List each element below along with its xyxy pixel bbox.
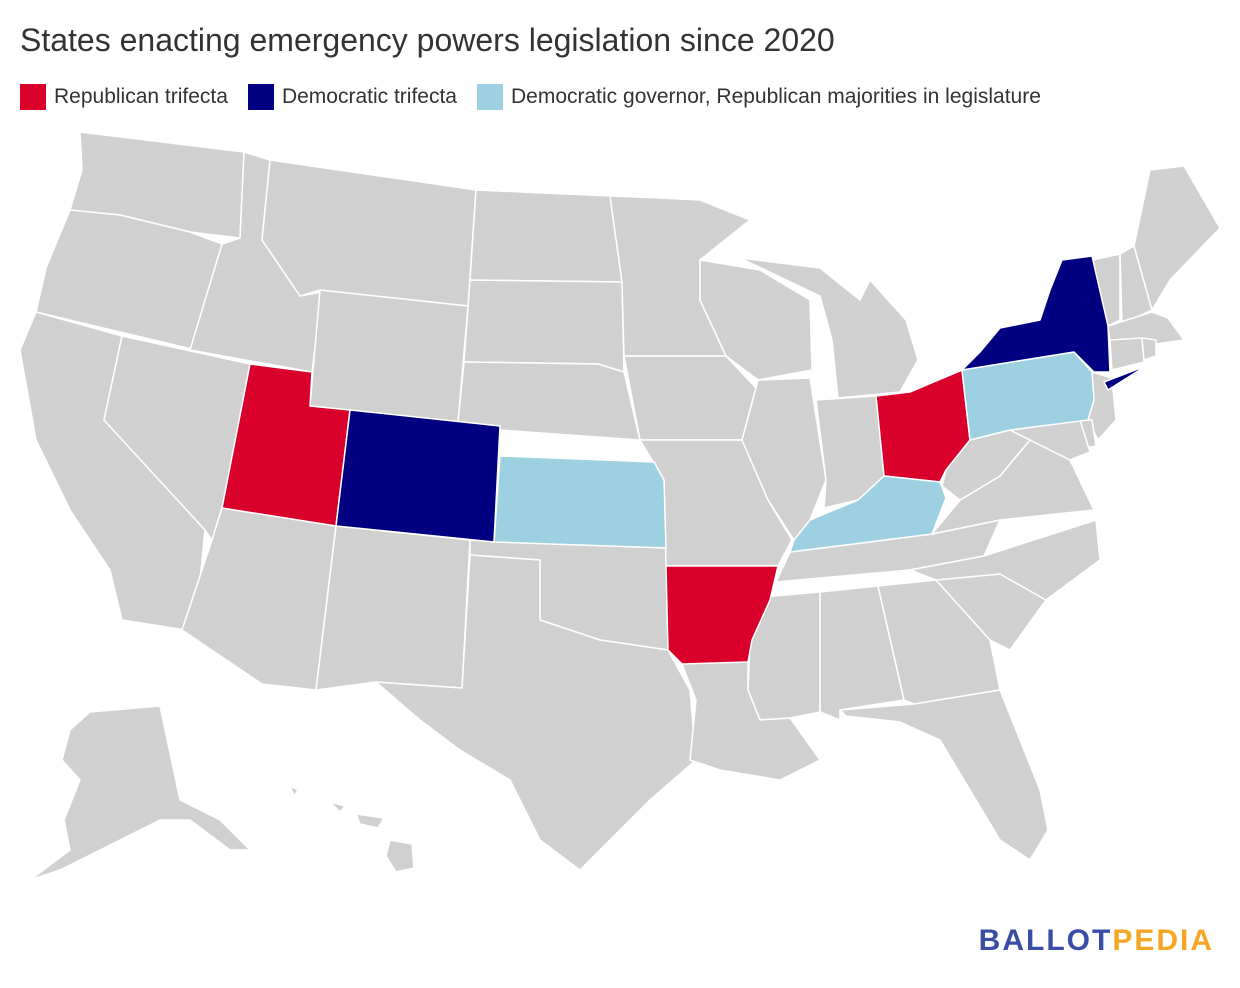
state-connecticut[interactable] (1109, 337, 1145, 371)
state-montana[interactable] (261, 159, 477, 307)
legend-item-dem-gov-rep-legislature: Democratic governor, Republican majoriti… (476, 84, 1041, 110)
state-hawaii[interactable] (289, 785, 415, 873)
logo-text-pedia: PEDIA (1112, 924, 1214, 957)
state-south-dakota[interactable] (463, 279, 625, 373)
legend-item-republican-trifecta: Republican trifecta (20, 84, 228, 110)
page-title: States enacting emergency powers legisla… (20, 22, 835, 58)
us-map (19, 131, 1221, 881)
logo-text-ballot: BALLOT (978, 924, 1113, 957)
state-texas[interactable] (375, 554, 697, 871)
state-alaska[interactable] (29, 705, 251, 881)
state-wyoming[interactable] (309, 289, 469, 423)
state-michigan[interactable] (739, 257, 919, 399)
state-iowa[interactable] (623, 355, 757, 441)
state-north-dakota[interactable] (469, 189, 623, 283)
legend-label-dem-gov-rep-legislature: Democratic governor, Republican majoriti… (510, 85, 1041, 108)
ballotpedia-logo: BALLOTPEDIA (979, 924, 1214, 958)
legend-label-democratic-trifecta: Democratic trifecta (281, 85, 457, 108)
state-north-carolina[interactable] (909, 519, 1101, 601)
state-new-york[interactable] (961, 255, 1147, 391)
state-florida[interactable] (839, 689, 1049, 861)
legend-item-democratic-trifecta: Democratic trifecta (247, 84, 457, 110)
legend-swatch-dem-gov-rep-legislature (476, 84, 503, 110)
state-rhode-island[interactable] (1141, 337, 1157, 361)
state-new-mexico[interactable] (315, 525, 471, 691)
legend: Republican trifecta Democratic trifecta … (20, 84, 1041, 110)
state-kansas[interactable] (493, 455, 667, 549)
state-arkansas[interactable] (665, 565, 779, 665)
state-maine[interactable] (1133, 165, 1221, 311)
state-kentucky[interactable] (789, 475, 947, 553)
state-colorado[interactable] (335, 409, 501, 543)
legend-swatch-republican-trifecta (20, 84, 46, 110)
state-wisconsin[interactable] (699, 259, 813, 381)
legend-swatch-democratic-trifecta (247, 84, 274, 110)
legend-label-republican-trifecta: Republican trifecta (54, 85, 228, 108)
state-louisiana[interactable] (681, 659, 821, 781)
